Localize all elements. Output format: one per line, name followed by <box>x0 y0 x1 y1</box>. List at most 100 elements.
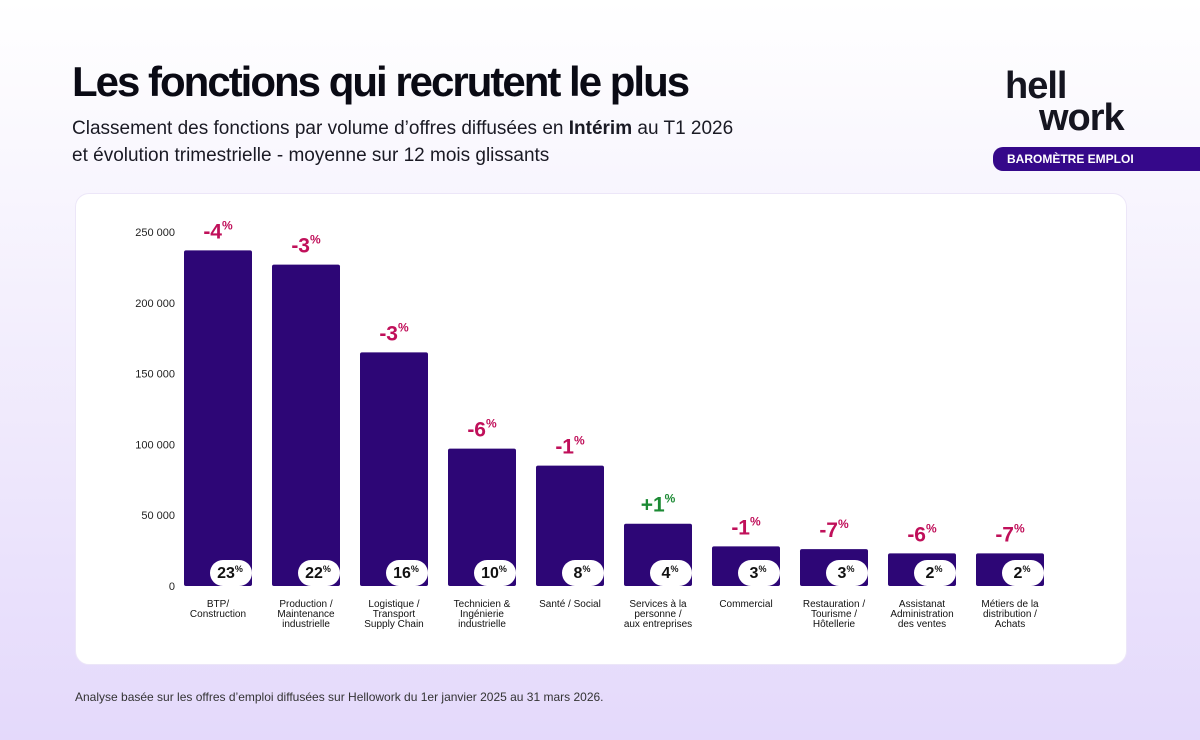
share-pill <box>210 560 252 586</box>
share-unit: % <box>846 564 854 574</box>
y-tick-label: 50 000 <box>141 510 175 522</box>
change-unit: % <box>665 492 676 506</box>
x-tick-label: Logistique / Transport Supply Chain <box>364 599 424 630</box>
change-label: -1% <box>555 434 585 459</box>
x-tick-label: Santé / Social <box>539 599 601 610</box>
change-value: -7 <box>995 523 1014 546</box>
share-unit: % <box>499 564 507 574</box>
change-value: -6 <box>907 523 926 546</box>
share-pill <box>738 560 780 586</box>
share-value: 3 <box>838 565 847 582</box>
share-label: 8% <box>574 564 591 582</box>
x-tick-label: Métiers de la distribution / Achats <box>981 599 1039 630</box>
change-label: -3% <box>291 233 321 258</box>
logo-text: hell <box>1005 65 1067 107</box>
share-unit: % <box>411 564 419 574</box>
footnote: Analyse basée sur les offres d’emploi di… <box>75 690 604 704</box>
share-unit: % <box>670 564 678 574</box>
bar <box>272 264 340 586</box>
subtitle-line: et évolution trimestrielle - moyenne sur… <box>72 145 550 166</box>
share-pill <box>386 560 428 586</box>
bar <box>448 448 516 586</box>
share-label: 3% <box>838 564 855 582</box>
change-unit: % <box>398 320 409 334</box>
change-label: -6% <box>467 417 497 442</box>
share-label: 16% <box>393 564 419 582</box>
change-unit: % <box>926 521 937 535</box>
share-label: 2% <box>926 564 943 582</box>
change-label: +1% <box>641 492 676 517</box>
y-tick-label: 250 000 <box>135 227 175 239</box>
x-tick-label: Technicien & Ingénierie industrielle <box>453 599 511 630</box>
share-label: 4% <box>662 564 679 582</box>
change-label: -7% <box>995 521 1025 546</box>
change-value: -7 <box>819 519 838 542</box>
x-tick-label: Assistanat Administration des ventes <box>890 599 954 630</box>
share-pill <box>650 560 692 586</box>
change-value: -3 <box>379 322 398 345</box>
subtitle: Classement des fonctions par volume d’of… <box>72 118 733 140</box>
y-tick-label: 150 000 <box>135 369 175 381</box>
share-label: 23% <box>217 564 243 582</box>
share-value: 16 <box>393 565 411 582</box>
x-tick-label: BTP/ Construction <box>189 599 247 620</box>
share-pill <box>562 560 604 586</box>
change-label: -6% <box>907 521 937 546</box>
logo: hell work <box>1005 65 1125 139</box>
share-label: 2% <box>1014 564 1031 582</box>
title: Les fonctions qui recrutent le plus <box>72 58 690 105</box>
share-pill <box>474 560 516 586</box>
change-value: +1 <box>641 494 665 517</box>
x-tick-label: Commercial <box>719 599 773 610</box>
change-unit: % <box>1014 521 1025 535</box>
x-tick-label: Services à la personne / aux entreprises <box>623 599 693 630</box>
share-value: 10 <box>481 565 499 582</box>
share-pill <box>298 560 340 586</box>
share-label: 22% <box>305 564 331 582</box>
share-unit: % <box>934 564 942 574</box>
share-pill <box>914 560 956 586</box>
change-label: -3% <box>379 320 409 345</box>
change-value: -1 <box>731 516 750 539</box>
x-tick-label: Restauration / Tourisme / Hôtellerie <box>802 599 866 630</box>
share-pill <box>1002 560 1044 586</box>
change-unit: % <box>838 517 849 531</box>
bar <box>184 250 252 586</box>
share-value: 8 <box>574 565 583 582</box>
share-label: 3% <box>750 564 767 582</box>
change-value: -3 <box>291 235 310 258</box>
subtitle-text: Classement des fonctions par volume d’of… <box>72 118 569 139</box>
change-unit: % <box>486 417 497 431</box>
share-value: 23 <box>217 565 235 582</box>
y-tick-label: 100 000 <box>135 439 175 451</box>
share-value: 3 <box>750 565 759 582</box>
change-label: -7% <box>819 517 849 542</box>
change-unit: % <box>750 514 761 528</box>
subtitle-text: au T1 2026 <box>632 118 734 139</box>
share-unit: % <box>1022 564 1030 574</box>
y-tick-label: 0 <box>169 581 175 593</box>
y-tick-label: 200 000 <box>135 298 175 310</box>
bar <box>360 352 428 586</box>
share-unit: % <box>758 564 766 574</box>
share-value: 4 <box>662 565 671 582</box>
share-value: 22 <box>305 565 323 582</box>
change-value: -1 <box>555 436 574 459</box>
subtitle-bold: Intérim <box>568 118 633 139</box>
badge: BAROMÈTRE EMPLOI <box>993 147 1200 171</box>
change-label: -1% <box>731 514 761 539</box>
change-label: -4% <box>203 218 233 243</box>
change-unit: % <box>222 218 233 232</box>
share-unit: % <box>582 564 590 574</box>
share-value: 2 <box>926 565 935 582</box>
change-unit: % <box>574 434 585 448</box>
share-label: 10% <box>481 564 507 582</box>
change-value: -6 <box>467 419 486 442</box>
logo-text: work <box>1039 97 1125 139</box>
share-unit: % <box>323 564 331 574</box>
bar <box>536 465 604 586</box>
share-value: 2 <box>1014 565 1023 582</box>
change-value: -4 <box>203 220 222 243</box>
change-unit: % <box>310 233 321 247</box>
